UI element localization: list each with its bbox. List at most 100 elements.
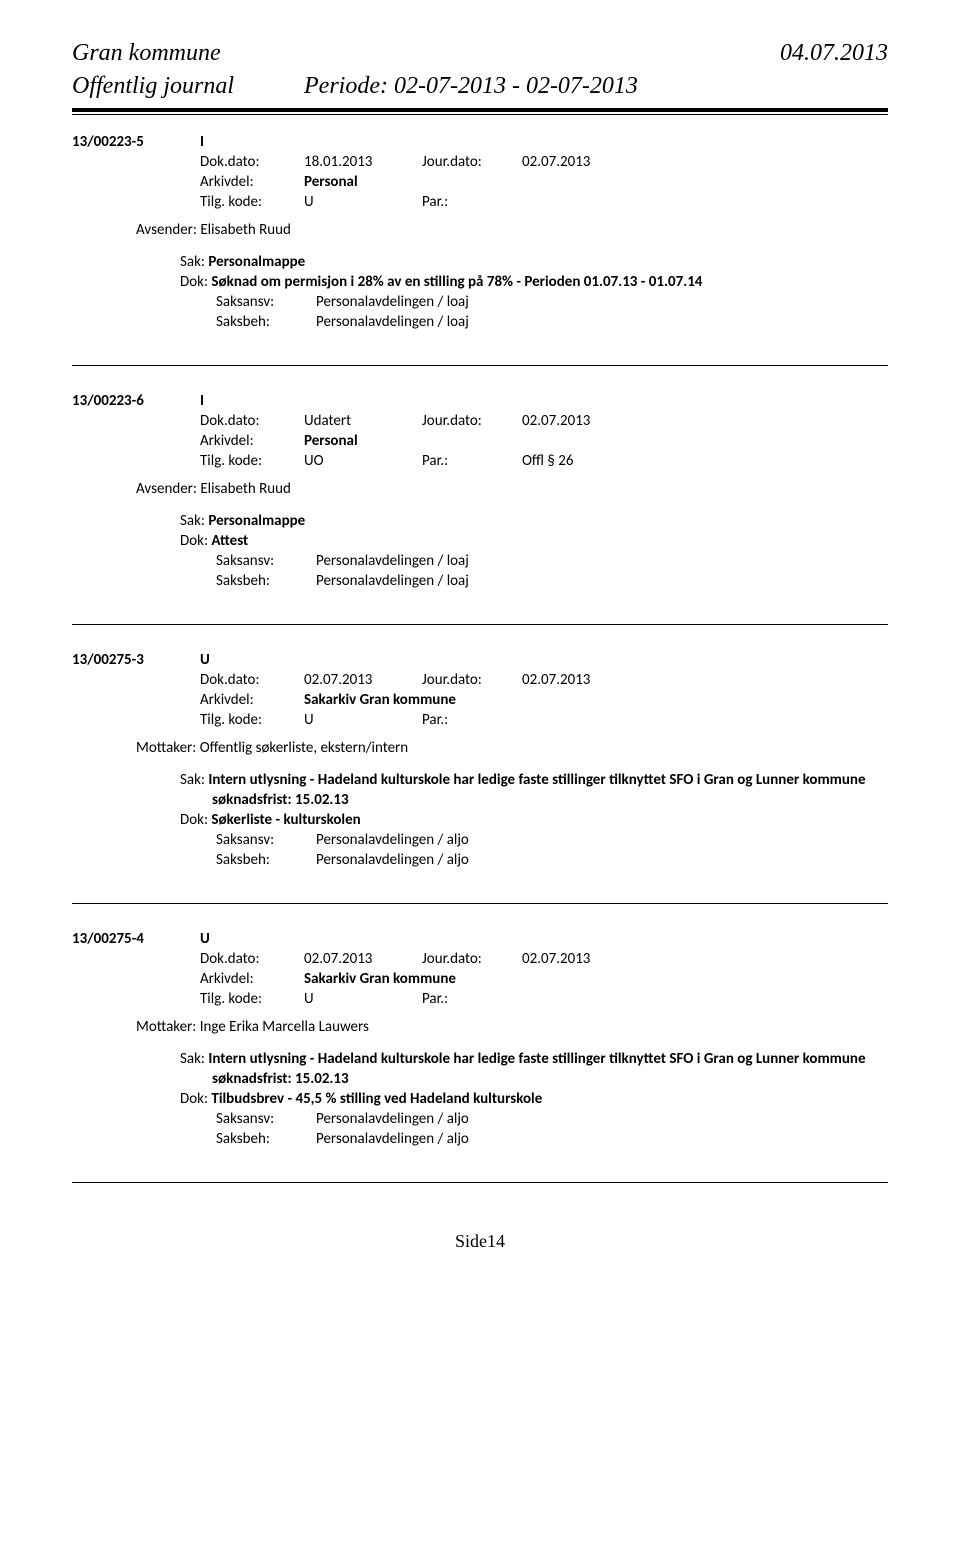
par-label: Par.: <box>422 990 522 1008</box>
sak-value: Personalmappe <box>208 253 305 271</box>
journal-entry: 13/00275-3 U Dok.dato: 02.07.2013 Jour.d… <box>72 651 888 869</box>
tilg-value: U <box>304 711 422 729</box>
saksansv-label: Saksansv: <box>216 293 316 311</box>
sak-extra: søknadsfrist: 15.02.13 <box>212 1070 349 1088</box>
sak-label: Sak: <box>180 771 205 789</box>
saksansv-value: Personalavdelingen / loaj <box>316 293 469 311</box>
saksansv-label: Saksansv: <box>216 831 316 849</box>
dok-value: Tilbudsbrev - 45,5 % stilling ved Hadela… <box>211 1090 542 1108</box>
saksbeh-label: Saksbeh: <box>216 313 316 331</box>
jourdato-value: 02.07.2013 <box>522 412 590 430</box>
journal-entry: 13/00275-4 U Dok.dato: 02.07.2013 Jour.d… <box>72 930 888 1148</box>
saksansv-value: Personalavdelingen / aljo <box>316 831 469 849</box>
sak-extra: søknadsfrist: 15.02.13 <box>212 791 349 809</box>
sak-value: Personalmappe <box>208 512 305 530</box>
party-value: Elisabeth Ruud <box>200 221 291 239</box>
page-number: Side14 <box>72 1231 888 1252</box>
jourdato-label: Jour.dato: <box>422 153 522 171</box>
dok-label: Dok: <box>180 811 208 829</box>
entry-separator <box>72 1182 888 1183</box>
dok-value: Søkerliste - kulturskolen <box>211 811 360 829</box>
party-label: Avsender: <box>136 480 197 498</box>
journal-entry: 13/00223-5 I Dok.dato: 18.01.2013 Jour.d… <box>72 133 888 331</box>
case-row: 13/00223-5 I <box>72 133 888 151</box>
dok-label: Dok: <box>180 273 208 291</box>
arkivdel-label: Arkivdel: <box>200 691 304 709</box>
case-number: 13/00223-6 <box>72 392 200 410</box>
header-rule <box>72 108 888 115</box>
saksansv-value: Personalavdelingen / aljo <box>316 1110 469 1128</box>
party-label: Avsender: <box>136 221 197 239</box>
saksbeh-label: Saksbeh: <box>216 1130 316 1148</box>
tilg-value: U <box>304 193 422 211</box>
journal-entry: 13/00223-6 I Dok.dato: Udatert Jour.dato… <box>72 392 888 590</box>
saksbeh-label: Saksbeh: <box>216 572 316 590</box>
saksansv-label: Saksansv: <box>216 1110 316 1128</box>
content-block: Mottaker: Inge Erika Marcella Lauwers Sa… <box>136 1018 888 1148</box>
party-value: Inge Erika Marcella Lauwers <box>200 1018 369 1036</box>
arkivdel-value: Sakarkiv Gran kommune <box>304 970 456 988</box>
dokdato-value: Udatert <box>304 412 422 430</box>
par-label: Par.: <box>422 452 522 470</box>
saksbeh-label: Saksbeh: <box>216 851 316 869</box>
period-label: Periode: 02-07-2013 - 02-07-2013 <box>304 73 638 100</box>
meta-block: Dok.dato: 02.07.2013 Jour.dato: 02.07.20… <box>200 950 888 1008</box>
case-number: 13/00275-3 <box>72 651 200 669</box>
jourdato-value: 02.07.2013 <box>522 671 590 689</box>
par-label: Par.: <box>422 193 522 211</box>
tilg-value: U <box>304 990 422 1008</box>
sak-label: Sak: <box>180 512 205 530</box>
saksansv-value: Personalavdelingen / loaj <box>316 552 469 570</box>
content-block: Mottaker: Offentlig søkerliste, ekstern/… <box>136 739 888 869</box>
dok-label: Dok: <box>180 1090 208 1108</box>
party-value: Offentlig søkerliste, ekstern/intern <box>200 739 408 757</box>
io-code: U <box>200 651 210 669</box>
sak-label: Sak: <box>180 1050 205 1068</box>
saksbeh-value: Personalavdelingen / aljo <box>316 851 469 869</box>
arkivdel-value: Sakarkiv Gran kommune <box>304 691 456 709</box>
jourdato-value: 02.07.2013 <box>522 950 590 968</box>
io-code: I <box>200 133 204 151</box>
sak-label: Sak: <box>180 253 205 271</box>
entry-separator <box>72 903 888 904</box>
arkivdel-label: Arkivdel: <box>200 173 304 191</box>
tilg-label: Tilg. kode: <box>200 711 304 729</box>
tilg-label: Tilg. kode: <box>200 990 304 1008</box>
sak-value: Intern utlysning - Hadeland kulturskole … <box>208 1050 865 1068</box>
par-value: Offl § 26 <box>522 452 574 470</box>
case-number: 13/00223-5 <box>72 133 200 151</box>
saksansv-label: Saksansv: <box>216 552 316 570</box>
tilg-value: UO <box>304 452 422 470</box>
par-label: Par.: <box>422 711 522 729</box>
arkivdel-value: Personal <box>304 432 358 450</box>
party-label: Mottaker: <box>136 739 196 757</box>
case-row: 13/00275-4 U <box>72 930 888 948</box>
jourdato-label: Jour.dato: <box>422 412 522 430</box>
case-number: 13/00275-4 <box>72 930 200 948</box>
dokdato-label: Dok.dato: <box>200 671 304 689</box>
arkivdel-value: Personal <box>304 173 358 191</box>
dok-value: Søknad om permisjon i 28% av en stilling… <box>211 273 702 291</box>
tilg-label: Tilg. kode: <box>200 193 304 211</box>
dokdato-value: 02.07.2013 <box>304 671 422 689</box>
arkivdel-label: Arkivdel: <box>200 970 304 988</box>
entry-separator <box>72 365 888 366</box>
party-value: Elisabeth Ruud <box>200 480 291 498</box>
header-row-2: Offentlig journal Periode: 02-07-2013 - … <box>72 73 888 100</box>
dokdato-label: Dok.dato: <box>200 950 304 968</box>
header-row-1: Gran kommune 04.07.2013 <box>72 40 888 67</box>
report-date: 04.07.2013 <box>780 40 888 67</box>
dokdato-label: Dok.dato: <box>200 153 304 171</box>
case-row: 13/00223-6 I <box>72 392 888 410</box>
content-block: Avsender: Elisabeth Ruud Sak: Personalma… <box>136 221 888 331</box>
saksbeh-value: Personalavdelingen / aljo <box>316 1130 469 1148</box>
sak-value: Intern utlysning - Hadeland kulturskole … <box>208 771 865 789</box>
dok-label: Dok: <box>180 532 208 550</box>
sak-extra-row: søknadsfrist: 15.02.13 <box>180 791 888 809</box>
dokdato-value: 18.01.2013 <box>304 153 422 171</box>
saksbeh-value: Personalavdelingen / loaj <box>316 572 469 590</box>
meta-block: Dok.dato: Udatert Jour.dato: 02.07.2013 … <box>200 412 888 470</box>
meta-block: Dok.dato: 02.07.2013 Jour.dato: 02.07.20… <box>200 671 888 729</box>
content-block: Avsender: Elisabeth Ruud Sak: Personalma… <box>136 480 888 590</box>
io-code: U <box>200 930 210 948</box>
